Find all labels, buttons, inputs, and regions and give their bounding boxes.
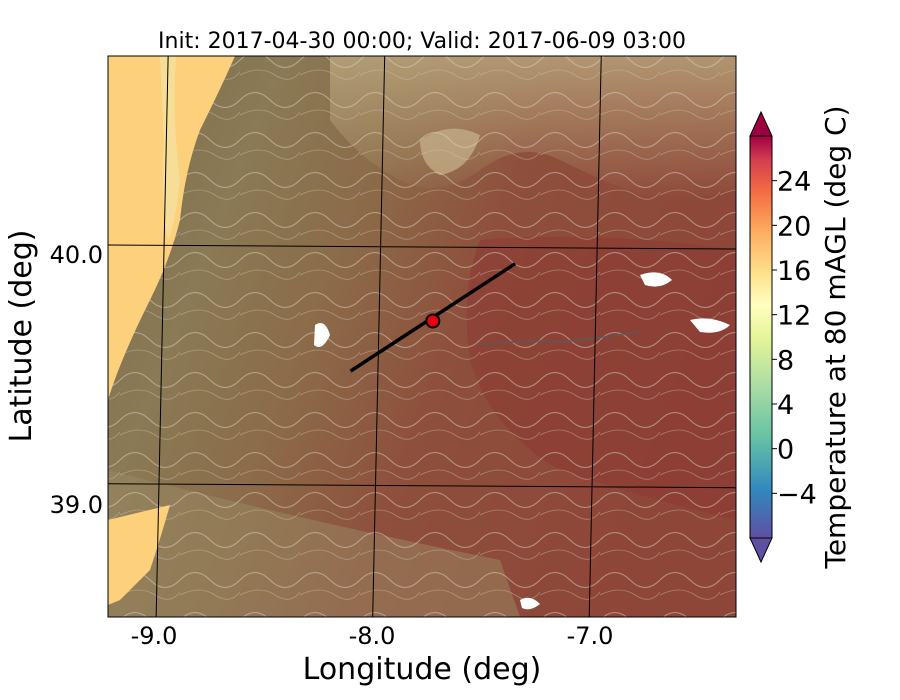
colorbar-gradient — [750, 136, 772, 538]
colorbar: 24 20 16 12 8 4 0 −4 Temperature at 80 mAGL (de… — [749, 105, 852, 570]
y-tick-label: 40.0 — [50, 241, 103, 269]
gridlines — [108, 56, 736, 617]
colorbar-ticks: 24 20 16 12 8 4 0 −4 — [772, 167, 817, 510]
colorbar-tick-label: 24 — [777, 167, 811, 198]
location-marker — [425, 313, 441, 329]
y-axis-label: Latitude (deg) — [4, 230, 39, 443]
colorbar-tick-label: 0 — [777, 435, 794, 466]
colorbar-min-extend — [749, 537, 773, 564]
colorbar-tick-label: 16 — [777, 256, 811, 287]
parallel-line — [108, 483, 736, 489]
y-tick-label: 39.0 — [50, 491, 103, 519]
x-tick-label: -7.0 — [567, 622, 614, 650]
x-tick-label: -8.0 — [349, 622, 396, 650]
x-tick-label: -9.0 — [131, 622, 178, 650]
colorbar-label: Temperature at 80 mAGL (deg C) — [819, 105, 852, 569]
colorbar-tick-label: 12 — [777, 301, 811, 332]
colorbar-tick-label: 4 — [777, 390, 794, 421]
colorbar-tick-label: 20 — [777, 211, 811, 242]
map-frame — [107, 55, 737, 618]
colorbar-tick-label: 8 — [777, 345, 794, 376]
colorbar-tick-label: −4 — [777, 479, 817, 510]
plot-title: Init: 2017-04-30 00:00; Valid: 2017-06-0… — [158, 29, 686, 54]
parallel-line — [108, 244, 736, 250]
colorbar-max-extend — [749, 110, 773, 137]
meridian-line — [155, 56, 169, 617]
ocean-bottom-left — [108, 505, 170, 605]
map-area — [108, 56, 736, 617]
meridian-line — [372, 56, 386, 617]
meridian-line — [588, 56, 602, 617]
x-axis-label: Longitude (deg) — [303, 652, 542, 687]
